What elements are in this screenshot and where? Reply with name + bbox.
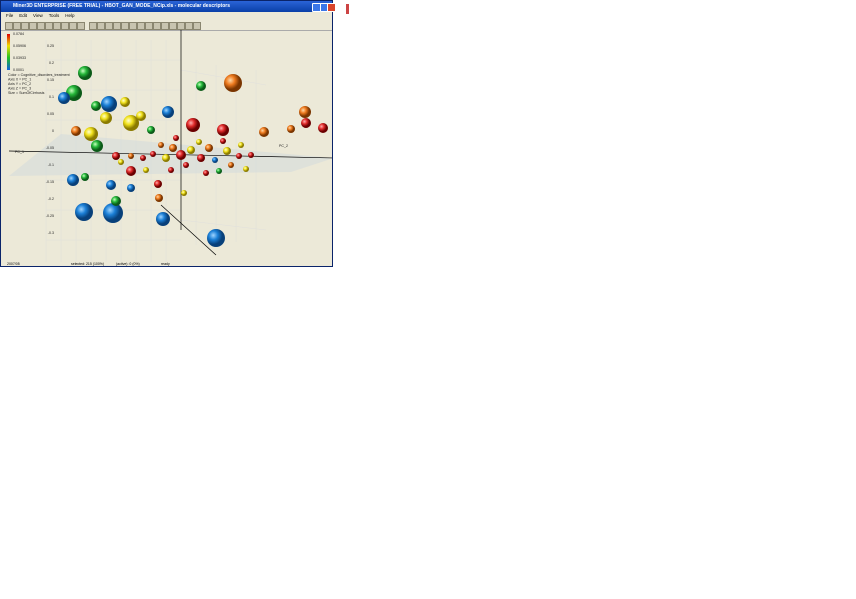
menu-item[interactable]: Help (65, 13, 75, 18)
y-tick-label: -0.1 (48, 163, 54, 167)
toolbar-button[interactable] (53, 22, 61, 30)
scale-label: 0.0001 (13, 68, 24, 72)
toolbar-button[interactable] (169, 22, 177, 30)
toolbar-button[interactable] (137, 22, 145, 30)
toolbar-button[interactable] (185, 22, 193, 30)
toolbar-button[interactable] (37, 22, 45, 30)
status-field: selected: 215 (100%) (71, 262, 105, 266)
y-tick-label: 0 (52, 129, 54, 133)
toolbar-button[interactable] (45, 22, 53, 30)
status-field: ready (161, 262, 170, 266)
y-tick-label: -0.3 (48, 231, 54, 235)
toolbar-button[interactable] (193, 22, 201, 30)
app-window: Miner3D ENTERPRISE (FREE TRIAL) - HBOT_G… (0, 0, 336, 267)
menu-item[interactable]: File (6, 13, 14, 18)
legend-line: Axis Z = PC_3 (8, 87, 31, 91)
y-tick-label: -0.05 (46, 146, 54, 150)
y-tick-label: -0.15 (46, 180, 54, 184)
legend-line: Size = SumOfCirrhosis (8, 91, 45, 95)
legend-line: Axis Y = PC_2 (8, 82, 31, 86)
status-bar: 2007/05 selected: 215 (100%) (active): 0 (… (1, 262, 332, 267)
y-tick-label: 0.05 (47, 112, 54, 116)
status-field: (active): 0 (0%) (116, 262, 140, 266)
toolbar-button[interactable] (61, 22, 69, 30)
toolbar (1, 20, 332, 31)
toolbar-button[interactable] (153, 22, 161, 30)
close-button[interactable] (327, 3, 336, 12)
scale-label: 0.05906 (13, 44, 26, 48)
menu-item[interactable]: View (33, 13, 43, 18)
y-tick-label: 0.2 (49, 61, 54, 65)
toolbar-button[interactable] (21, 22, 29, 30)
y-tick-label: 0.1 (49, 95, 54, 99)
scale-label: 0.03933 (13, 56, 26, 60)
toolbar-button[interactable] (77, 22, 85, 30)
toolbar-button[interactable] (177, 22, 185, 30)
x-axis-label: PC_1 (15, 150, 24, 154)
toolbar-button[interactable] (121, 22, 129, 30)
y-tick-label: -0.25 (46, 214, 54, 218)
y-tick-label: 0.25 (47, 44, 54, 48)
y-tick-label: 0.15 (47, 78, 54, 82)
menu-item[interactable]: Edit (19, 13, 28, 18)
color-scale (7, 34, 10, 70)
y-tick-label: -0.2 (48, 197, 54, 201)
status-field: 2007/05 (7, 262, 20, 266)
toolbar-button[interactable] (89, 22, 97, 30)
toolbar-button[interactable] (13, 22, 21, 30)
edge-fragment (346, 4, 349, 14)
spheres (58, 66, 328, 247)
axes (8, 30, 332, 256)
toolbar-button[interactable] (145, 22, 153, 30)
toolbar-button[interactable] (105, 22, 113, 30)
toolbar-button[interactable] (5, 22, 13, 30)
floor-plane (9, 134, 332, 176)
toolbar-button[interactable] (129, 22, 137, 30)
legend-line: Axis X = PC_1 (8, 78, 31, 82)
toolbar-button[interactable] (97, 22, 105, 30)
toolbar-button[interactable] (69, 22, 77, 30)
menu-bar: File Edit View Tools Help (1, 12, 332, 20)
menu-item[interactable]: Tools (48, 13, 60, 18)
scale-label: 0.0784 (13, 32, 24, 36)
toolbar-button[interactable] (161, 22, 169, 30)
legend-line: Color = Cognitive_disorders_treatment (8, 73, 70, 77)
toolbar-button[interactable] (113, 22, 121, 30)
title-bar: Miner3D ENTERPRISE (FREE TRIAL) - HBOT_G… (1, 1, 332, 12)
y-axis-label: PC_2 (279, 144, 288, 148)
toolbar-button[interactable] (29, 22, 37, 30)
